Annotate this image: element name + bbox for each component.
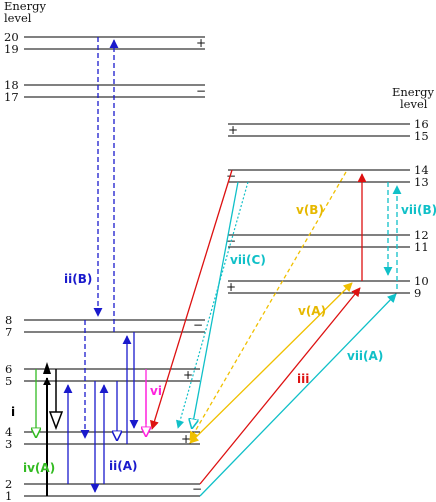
label-viiA: vii(A) — [347, 349, 383, 363]
level-label-9: 9 — [414, 286, 421, 300]
right-heading-line1: Energy — [392, 85, 434, 99]
label-vA: v(A) — [298, 304, 326, 318]
transition-i-open-arrowhead — [48, 411, 64, 431]
level-label-4: 4 — [5, 425, 12, 439]
parity-sign-17-18: − — [196, 84, 206, 98]
transition-viiC — [192, 181, 239, 428]
level-label-6: 6 — [5, 362, 12, 376]
level-label-18: 18 — [4, 78, 19, 92]
level-label-17: 17 — [4, 90, 19, 104]
parity-sign-19-20: + — [196, 36, 206, 50]
level-label-20: 20 — [4, 30, 19, 44]
label-viiB: vii(B) — [401, 203, 436, 217]
parity-sign-3-4: + — [181, 432, 191, 446]
transition-i-arrowhead — [43, 362, 51, 374]
level-label-1: 1 — [5, 489, 12, 502]
transition-vA — [189, 282, 353, 444]
transition-iii-down — [150, 169, 233, 430]
level-label-15: 15 — [414, 129, 429, 143]
left-heading-line2: level — [4, 11, 32, 25]
label-vB: v(B) — [296, 203, 324, 217]
label-ivA: iv(A) — [23, 461, 55, 475]
label-vi: vi — [150, 384, 162, 398]
parity-sign-5-6: + — [183, 368, 193, 382]
parity-sign-7-8: − — [193, 318, 203, 332]
level-label-16: 16 — [414, 117, 429, 131]
label-i: i — [11, 405, 15, 419]
label-iiB: ii(B) — [64, 272, 92, 286]
parity-sign-1-2: − — [192, 482, 202, 496]
transition-iii-up — [199, 287, 361, 485]
level-label-5: 5 — [5, 374, 12, 388]
level-label-19: 19 — [4, 42, 19, 56]
transition-viiC-dotted — [176, 181, 249, 429]
level-label-7: 7 — [5, 325, 12, 339]
right-heading-line2: level — [400, 97, 428, 111]
label-viiC: vii(C) — [230, 253, 266, 267]
parity-sign-13-14: − — [226, 169, 236, 183]
level-label-10: 10 — [414, 274, 429, 288]
level-label-11: 11 — [414, 240, 429, 254]
parity-sign-9-10: + — [226, 280, 236, 294]
left-heading-line1: Energy — [4, 0, 46, 13]
transition-viiA — [199, 293, 397, 497]
parity-sign-15-16: + — [228, 123, 238, 137]
level-label-12: 12 — [414, 228, 429, 242]
level-label-13: 13 — [414, 175, 429, 189]
level-label-8: 8 — [5, 313, 12, 327]
level-label-2: 2 — [5, 477, 12, 491]
label-iiA: ii(A) — [109, 459, 137, 473]
level-label-14: 14 — [414, 163, 429, 177]
label-iii: iii — [297, 372, 309, 386]
level-label-3: 3 — [5, 437, 12, 451]
